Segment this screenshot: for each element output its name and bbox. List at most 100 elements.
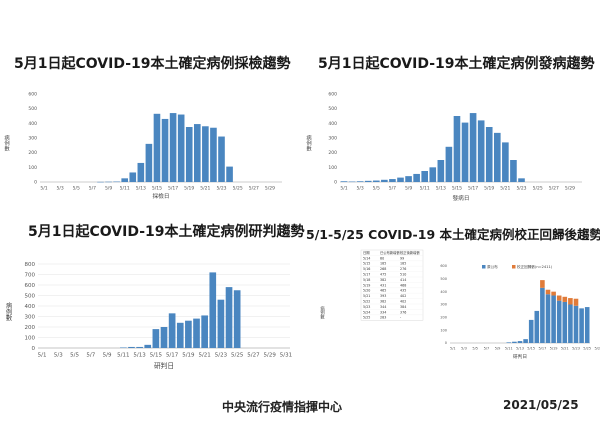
x-tick-label: 5/15	[150, 353, 163, 359]
x-tick-label: 5/9	[405, 186, 412, 192]
bar-5-2	[348, 181, 356, 183]
x-tick-label: 5/9	[495, 347, 501, 351]
chart-title: 5月1日起COVID-19本土確定病例發病趨勢	[318, 56, 595, 72]
legend-swatch	[512, 265, 516, 269]
table-cell: 5/15	[363, 262, 370, 266]
y-tick-label: 700	[25, 272, 36, 278]
x-tick-label: 5/13	[436, 186, 446, 192]
bar-5-20	[193, 318, 200, 348]
bar-5-11	[121, 178, 129, 182]
bar-5-15	[528, 319, 534, 343]
y-tick-label: 0	[34, 180, 37, 186]
bar-5-10	[113, 181, 120, 183]
x-tick-label: 5/27	[247, 353, 260, 359]
bar-5-17	[169, 113, 177, 182]
bar-5-15	[453, 116, 461, 182]
table-cell: 431	[380, 283, 386, 287]
x-tick-label: 5/7	[484, 347, 490, 351]
bar-5-11	[506, 342, 512, 343]
x-tick-label: 5/5	[73, 186, 80, 192]
x-tick-label: 5/7	[89, 186, 96, 192]
x-tick-label: 5/3	[461, 347, 467, 351]
bar-5-23	[218, 136, 225, 182]
bar-5-17	[540, 287, 545, 343]
bar-5-13	[137, 162, 145, 182]
y-axis-label: 病例數	[3, 134, 10, 153]
table-cell: 268	[380, 267, 386, 271]
x-tick-label: 5/1	[40, 186, 47, 192]
y-axis-label: 病例數	[305, 134, 312, 153]
x-axis-label: 研判日	[154, 361, 174, 370]
bar-5-25	[584, 307, 590, 343]
bar-5-14	[144, 344, 152, 348]
table-cell: 5/24	[363, 310, 370, 314]
table-cell: 468	[400, 283, 406, 287]
x-tick-label: 5/11	[117, 353, 129, 359]
table-cell: 5/21	[363, 294, 370, 298]
y-tick-label: 0	[445, 341, 447, 345]
x-tick-label: 5/19	[182, 353, 195, 359]
bar-5-11	[120, 347, 127, 348]
bar-5-8	[97, 181, 104, 183]
x-axis-label: 研判日	[513, 353, 527, 360]
x-tick-label: 5/15	[452, 186, 462, 192]
x-tick-label: 5/3	[357, 186, 364, 192]
bar-5-16	[461, 122, 469, 182]
y-tick-label: 300	[328, 136, 337, 142]
y-tick-label: 500	[440, 277, 447, 281]
bar-5-23-correction	[573, 298, 579, 306]
y-tick-label: 400	[440, 290, 447, 294]
table-cell: 465	[380, 289, 386, 293]
y-tick-label: 800	[25, 262, 36, 268]
x-tick-label: 5/23	[572, 347, 580, 351]
y-tick-label: 100	[28, 165, 37, 171]
x-tick-label: 5/13	[136, 186, 146, 192]
bar-5-24	[226, 166, 233, 182]
x-tick-label: 5/13	[133, 353, 146, 359]
chart-onset-svg: 0 100 200 300 400 500 600 5/1 5/3 5/5 5/7 5/9 5/11 5/…	[305, 92, 582, 202]
table-cell: 5/19	[363, 283, 370, 287]
bar-5-5	[372, 180, 380, 182]
bar-5-4	[364, 180, 372, 182]
chart-title: 5月1日起COVID-19本土確定病例採檢趨勢	[14, 56, 291, 72]
table-cell: 185	[380, 262, 386, 266]
bar-5-18	[176, 322, 184, 348]
bar-5-18	[545, 294, 551, 343]
x-tick-label: 5/5	[472, 347, 478, 351]
bar-5-17-correction	[540, 280, 545, 288]
bar-5-12	[129, 172, 137, 182]
table-cell: 402	[400, 294, 406, 298]
table-cell: 382	[380, 300, 386, 304]
table-cell: 5/17	[363, 273, 370, 277]
bar-5-20	[556, 300, 562, 343]
y-tick-label: 400	[328, 121, 337, 127]
x-tick-label: 5/15	[152, 186, 162, 192]
x-tick-label: 5/27	[549, 186, 559, 192]
y-tick-label: 400	[28, 121, 37, 127]
y-tick-label: 600	[440, 264, 447, 268]
bar-5-12	[429, 167, 437, 182]
bar-5-19	[485, 127, 493, 182]
y-axis-label: 病例數	[5, 301, 12, 323]
bar-5-22	[568, 304, 573, 343]
y-tick-label: 200	[28, 150, 37, 156]
bar-5-15	[152, 329, 160, 348]
bar-5-16	[534, 310, 540, 343]
bar-5-17	[469, 113, 477, 182]
bar-5-6	[381, 179, 388, 182]
table-cell: 5/20	[363, 289, 370, 293]
table-cell: 185	[400, 262, 406, 266]
bar-5-15	[153, 113, 161, 182]
x-tick-label: 5/29	[265, 186, 275, 192]
bar-5-14	[445, 146, 453, 182]
bar-5-12	[512, 341, 517, 343]
table-cell: 283	[380, 316, 386, 320]
table-cell: 475	[380, 273, 386, 277]
bar-5-13	[437, 160, 445, 182]
table-cell: 5/16	[363, 267, 370, 271]
bar-5-22	[210, 127, 217, 182]
x-tick-label: 5/1	[38, 353, 47, 359]
bar-5-23	[217, 299, 225, 348]
y-tick-label: 100	[440, 328, 447, 332]
